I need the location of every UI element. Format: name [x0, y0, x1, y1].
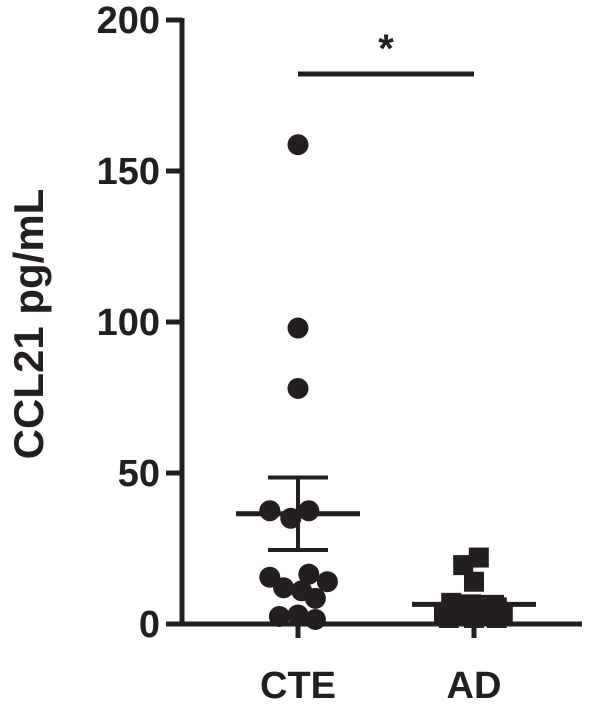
data-point: [298, 563, 320, 585]
data-point: [464, 571, 484, 592]
y-tick-label: 150: [97, 151, 160, 193]
axes: 0 50 100 150 200 CTE AD: [97, 0, 582, 707]
data-point: [468, 547, 489, 568]
x-tick-label: AD: [447, 665, 502, 707]
y-tick-label: 100: [97, 302, 160, 344]
data-point: [304, 587, 326, 609]
data-point: [287, 604, 309, 626]
data-point: [316, 571, 338, 593]
data-point: [259, 500, 281, 522]
y-tick-label: 200: [97, 0, 160, 42]
y-tick-label: 0: [139, 604, 160, 646]
data-point: [287, 377, 309, 399]
x-tick-label: CTE: [260, 665, 336, 707]
data-point: [287, 134, 309, 156]
data-point: [287, 317, 309, 339]
y-axis-title: CCL21 pg/mL: [5, 189, 52, 460]
data-point: [268, 605, 290, 627]
data-point: [304, 608, 326, 630]
data-point: [298, 500, 320, 522]
data-point: [273, 577, 295, 599]
data-marks: [236, 134, 536, 630]
data-point: [453, 555, 474, 576]
significance-annotation: *: [298, 27, 474, 77]
y-tick-label: 50: [118, 453, 160, 495]
significance-label: *: [378, 27, 394, 71]
